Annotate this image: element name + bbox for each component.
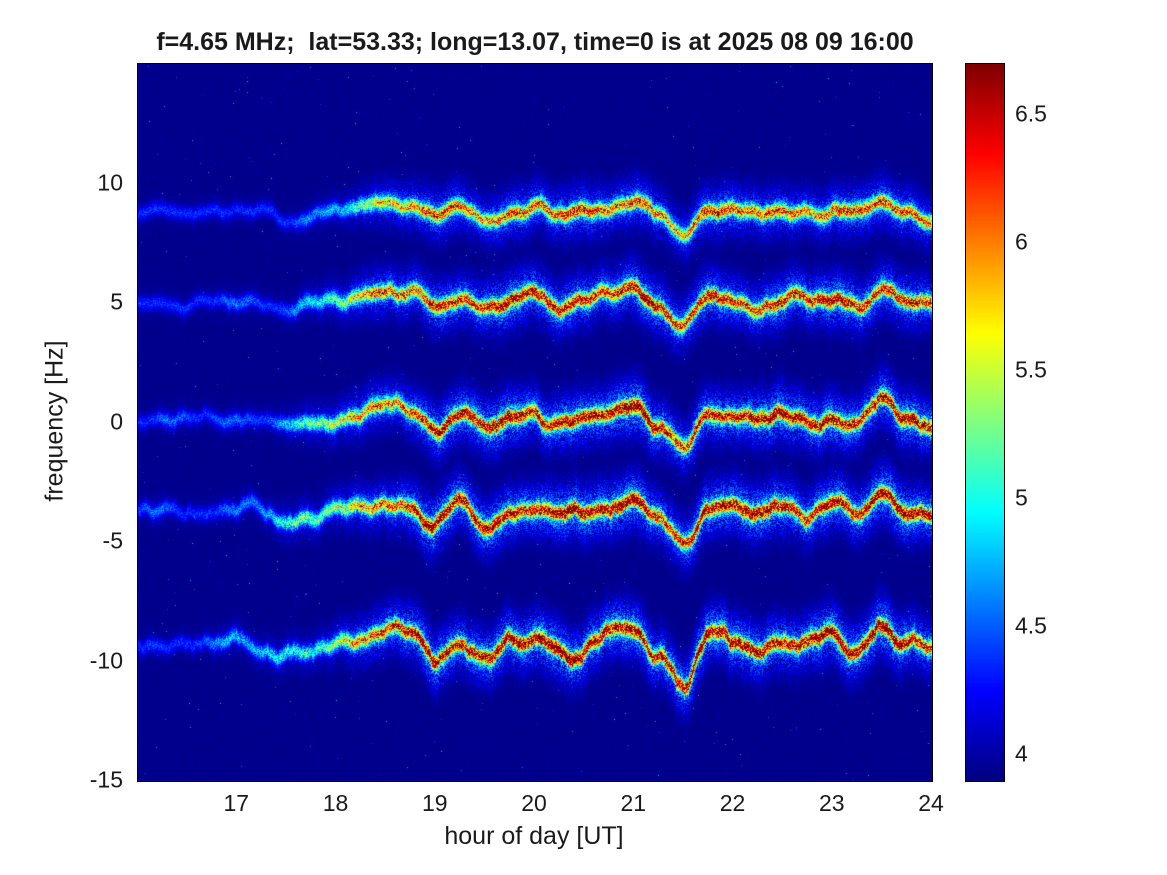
x-tick-label: 20 — [521, 790, 547, 816]
colorbar-tick-label: 4 — [1015, 740, 1028, 767]
spectrogram-canvas — [137, 63, 933, 782]
x-tick-label: 24 — [918, 790, 944, 816]
y-tick-label: 10 — [97, 169, 123, 195]
y-tick-label: -10 — [89, 647, 123, 673]
x-tick-label: 22 — [719, 790, 746, 816]
colorbar-canvas — [965, 63, 1005, 782]
y-tick-label: -5 — [102, 527, 123, 554]
colorbar-tick-label: 6 — [1015, 228, 1028, 255]
x-tick-label: 17 — [223, 790, 250, 816]
colorbar-tick-label: 4.5 — [1015, 612, 1047, 639]
y-tick-label: 0 — [110, 408, 123, 434]
x-tick-label: 18 — [322, 790, 349, 816]
y-tick-label: 5 — [110, 288, 123, 315]
colorbar-tick-label: 6.5 — [1015, 100, 1047, 127]
x-tick-label: 21 — [620, 790, 647, 816]
plot-title: f=4.65 MHz; lat=53.33; long=13.07, time=… — [156, 28, 914, 56]
colorbar-tick-label: 5 — [1015, 484, 1028, 511]
colorbar-tick-label: 5.5 — [1015, 356, 1047, 383]
x-tick-label: 19 — [421, 790, 448, 816]
y-axis-label: frequency [Hz] — [40, 340, 69, 502]
y-tick-label: -15 — [89, 766, 123, 793]
x-tick-label: 23 — [818, 790, 845, 816]
x-axis-label: hour of day [UT] — [444, 822, 624, 850]
